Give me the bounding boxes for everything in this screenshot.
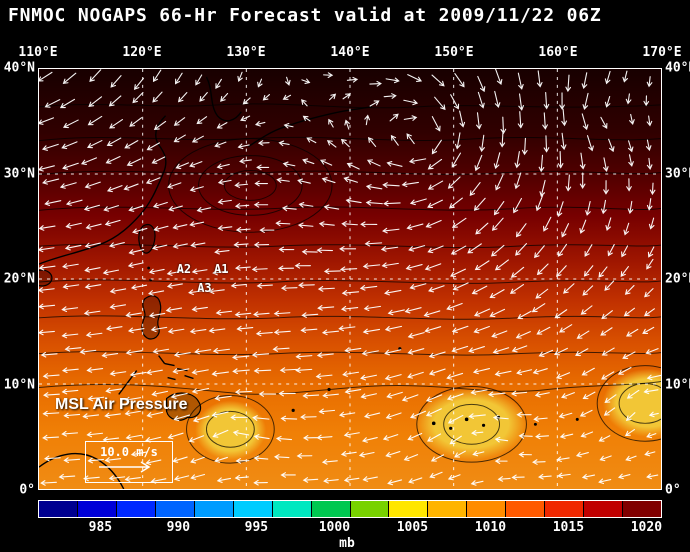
- colorbar-segment: [39, 501, 78, 517]
- lon-label: 140°E: [330, 45, 370, 60]
- coastline-asia: [39, 115, 167, 265]
- colorbar-segment: [77, 501, 117, 517]
- colorbar-tick: 1000: [318, 520, 351, 535]
- storm-label-a2: A2: [176, 261, 192, 276]
- colorbar-segment: [467, 501, 507, 517]
- lon-label: 120°E: [122, 45, 162, 60]
- lat-label: 0°: [19, 482, 35, 498]
- pressure-colorbar: [38, 500, 662, 518]
- page-title: FNMOC NOGAPS 66-Hr Forecast valid at 200…: [8, 5, 602, 26]
- field-label: MSL Air Pressure: [55, 396, 188, 413]
- colorbar-segment: [584, 501, 624, 517]
- lat-label: 0°: [665, 482, 681, 498]
- lat-label: 10°N: [3, 377, 35, 392]
- coastline-korea: [205, 76, 242, 122]
- lat-label: 30°N: [665, 166, 690, 181]
- island-hainan: [39, 269, 53, 287]
- lon-label: 110°E: [18, 45, 58, 60]
- colorbar-tick: 1005: [396, 520, 429, 535]
- lat-label: 30°N: [3, 166, 35, 181]
- colorbar-segment: [428, 501, 468, 517]
- lat-label: 20°N: [665, 271, 690, 287]
- lon-label: 170°E: [642, 45, 682, 60]
- colorbar-segment: [389, 501, 429, 517]
- wind-vector-field: [39, 69, 661, 486]
- lat-label: 10°N: [665, 377, 690, 392]
- wind-scale-arrow: [99, 461, 151, 473]
- colorbar-tick: 990: [166, 520, 191, 535]
- colorbar-segment: [116, 501, 156, 517]
- colorbar-segment: [350, 501, 390, 517]
- colorbar-segment: [506, 501, 546, 517]
- lat-label: 40°N: [665, 60, 690, 76]
- lat-label: 20°N: [3, 271, 35, 287]
- pressure-map: A2 A1 A3 MSL Air Pressure 10.0 m/s: [38, 68, 662, 490]
- island-luzon: [141, 295, 162, 340]
- map-overlay-svg: [39, 69, 661, 489]
- colorbar-segment: [623, 501, 661, 517]
- graticule: [39, 69, 661, 489]
- colorbar-segment: [272, 501, 312, 517]
- wind-scale-label: 10.0 m/s: [100, 445, 158, 459]
- colorbar-segment: [545, 501, 585, 517]
- colorbar-segment: [155, 501, 195, 517]
- lon-label: 160°E: [538, 45, 578, 60]
- colorbar-segment: [311, 501, 351, 517]
- colorbar-tick: 1010: [474, 520, 507, 535]
- colorbar-tick: 1015: [552, 520, 585, 535]
- wind-scale-legend: 10.0 m/s: [85, 441, 173, 483]
- isobar-contours: [39, 103, 661, 464]
- lon-label: 130°E: [226, 45, 266, 60]
- lat-label: 40°N: [3, 60, 35, 76]
- colorbar-segment: [194, 501, 234, 517]
- colorbar-units: mb: [339, 536, 355, 551]
- colorbar-segment: [233, 501, 273, 517]
- coastline-japan: [247, 106, 373, 148]
- lon-label: 150°E: [434, 45, 474, 60]
- colorbar-tick: 1020: [630, 520, 663, 535]
- islands-visayas: [158, 355, 194, 381]
- storm-label-a3: A3: [197, 281, 212, 296]
- colorbar-tick: 995: [244, 520, 269, 535]
- colorbar-tick: 985: [88, 520, 113, 535]
- storm-label-a1: A1: [214, 261, 229, 276]
